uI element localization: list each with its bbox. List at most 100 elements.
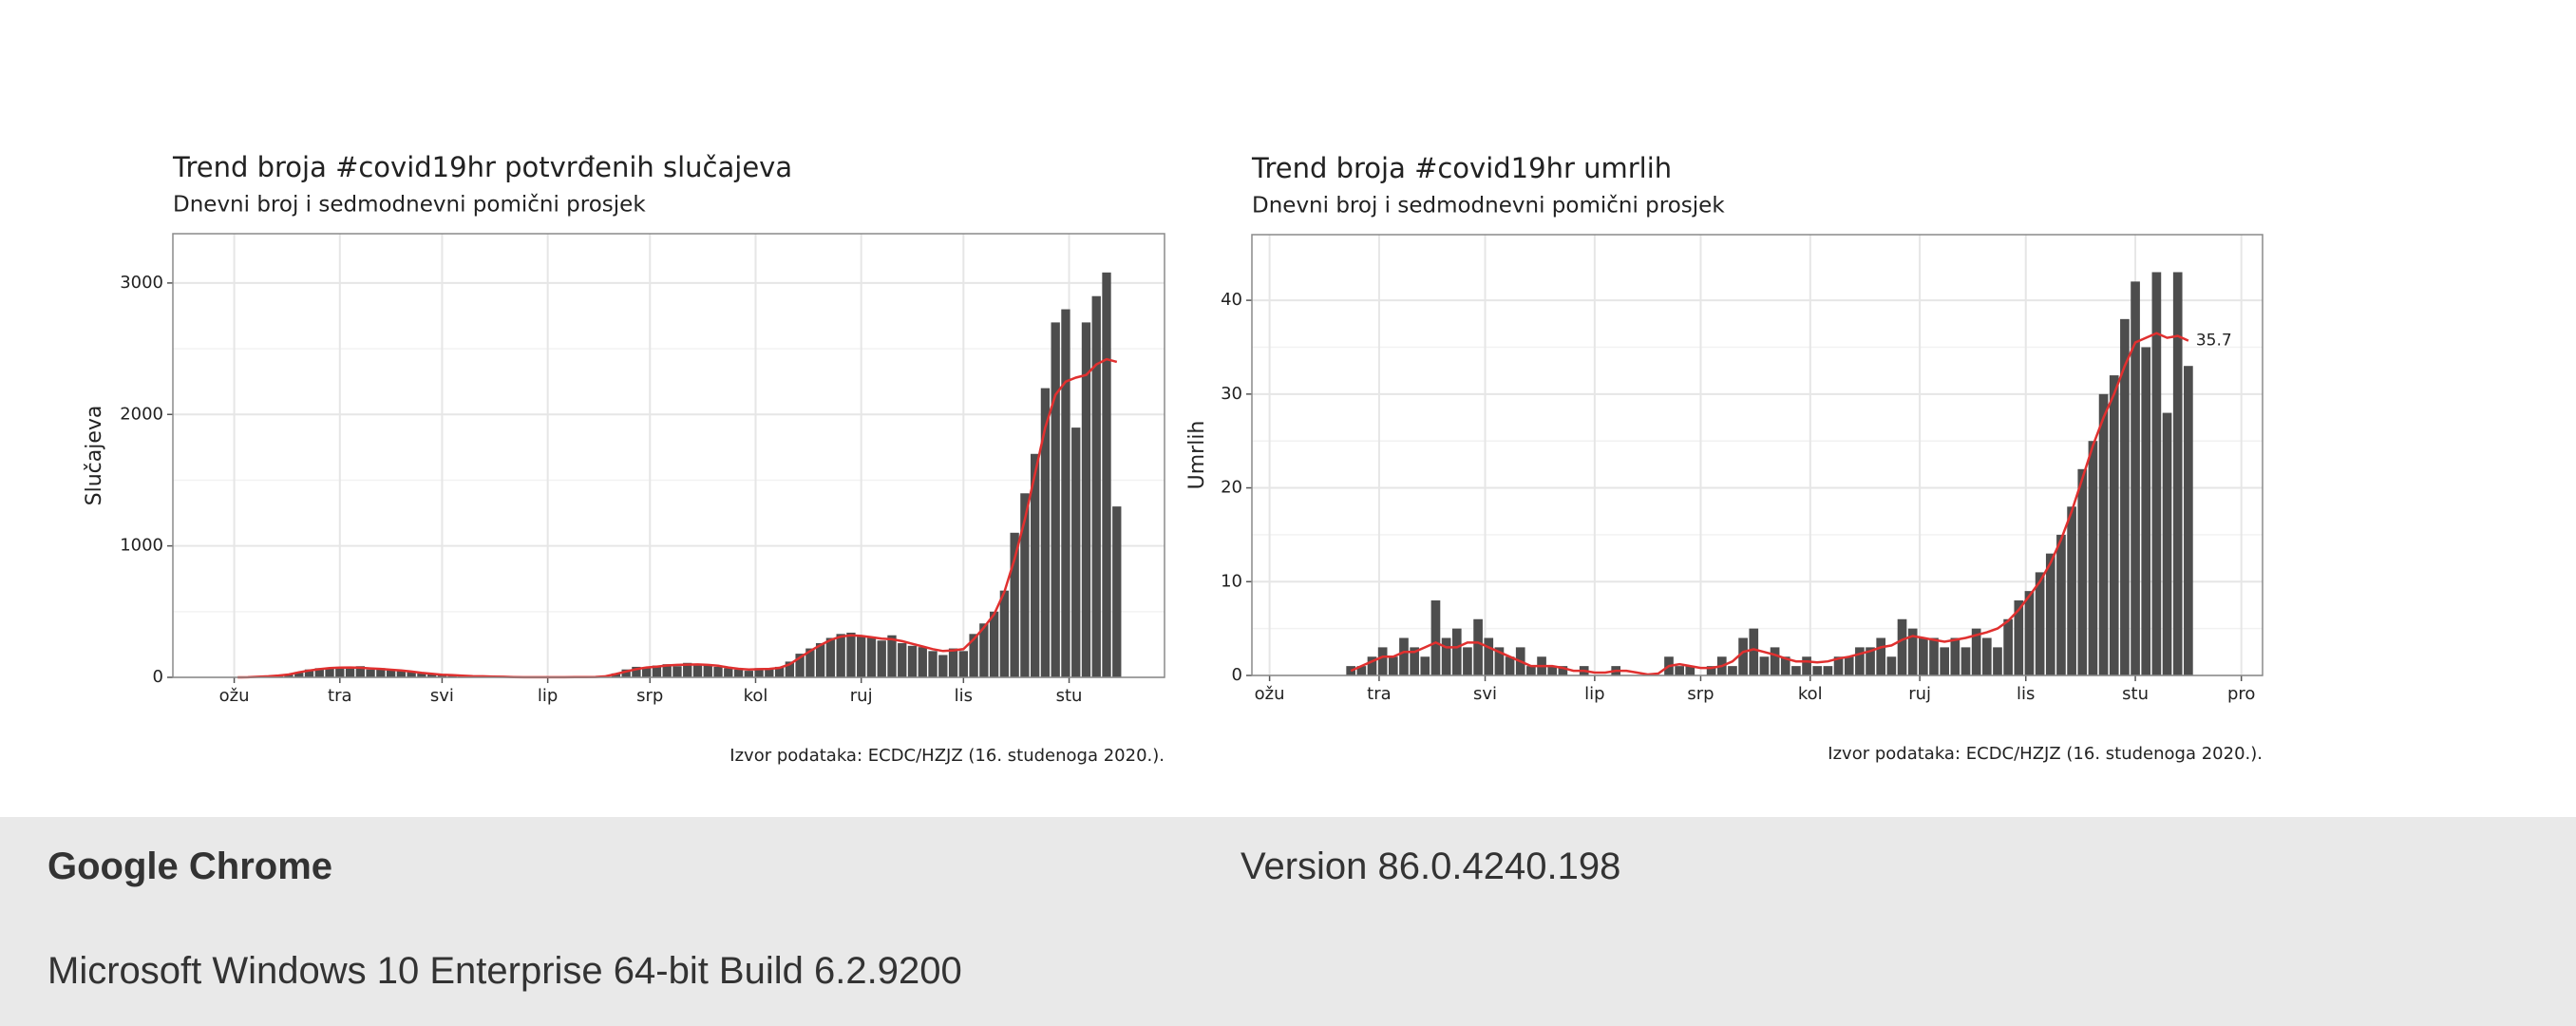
bar	[437, 674, 447, 677]
chart-title: Trend broja #covid19hr potvrđenih slučaj…	[172, 151, 792, 183]
bar	[1040, 388, 1051, 677]
bar	[999, 590, 1010, 677]
bar	[958, 651, 968, 677]
bar	[724, 668, 733, 677]
y-tick-label: 40	[1221, 290, 1242, 310]
bar	[1940, 647, 1950, 675]
bar	[652, 665, 662, 677]
bar	[1971, 628, 1981, 675]
bar	[2056, 534, 2066, 675]
bar	[969, 634, 978, 677]
bar	[918, 647, 927, 677]
bar	[683, 662, 692, 677]
bar	[2172, 272, 2183, 675]
bar	[1102, 272, 1111, 677]
bar	[1993, 647, 2002, 675]
bar	[1812, 666, 1823, 675]
bar	[1388, 656, 1398, 675]
browser-version: Version 86.0.4240.198	[1241, 846, 1621, 887]
bar	[1020, 493, 1030, 677]
bar	[1791, 666, 1801, 675]
bar	[662, 664, 672, 677]
bar	[1802, 656, 1811, 675]
bar	[2184, 366, 2193, 675]
bar	[1844, 656, 1854, 675]
source-note: Izvor podataka: ECDC/HZJZ (16. studenoga…	[729, 746, 1165, 766]
bar	[2151, 272, 2162, 675]
bar	[355, 666, 365, 677]
bar	[417, 673, 426, 677]
bar	[2035, 572, 2045, 675]
bar	[294, 672, 304, 677]
bar	[1010, 532, 1019, 677]
x-tick-label: lis	[2017, 684, 2035, 704]
bar	[948, 648, 958, 677]
y-tick-label: 20	[1221, 478, 1242, 498]
bar	[1823, 666, 1833, 675]
bar	[1866, 647, 1875, 675]
bar	[1526, 666, 1536, 675]
bar	[928, 651, 938, 677]
bar	[2120, 318, 2130, 675]
bar	[407, 672, 416, 677]
bar	[1377, 647, 1388, 675]
moving-average-line	[1350, 332, 2189, 676]
bar	[1031, 453, 1040, 677]
bar	[1833, 656, 1844, 675]
bar	[1463, 647, 1472, 675]
bar	[744, 671, 753, 677]
x-tick-label: stu	[1056, 686, 1083, 706]
os-info: Microsoft Windows 10 Enterprise 64-bit B…	[47, 950, 962, 992]
bar	[2077, 468, 2088, 675]
bar	[1081, 322, 1091, 677]
x-tick-label: tra	[1367, 684, 1392, 704]
bar	[2162, 412, 2172, 675]
bar	[1420, 656, 1430, 675]
y-tick-label: 3000	[120, 273, 163, 293]
bar	[2045, 553, 2055, 675]
bar	[979, 623, 989, 677]
bar	[857, 636, 866, 677]
bar	[754, 668, 764, 677]
bar	[1950, 637, 1960, 675]
bar	[1410, 647, 1419, 675]
bar	[2141, 347, 2151, 675]
x-tick-label: svi	[430, 686, 454, 706]
bar	[1399, 637, 1409, 675]
bar	[703, 664, 712, 677]
bar	[2024, 591, 2035, 675]
bar	[938, 655, 948, 677]
bar	[1929, 637, 1939, 675]
x-tick-label: stu	[2122, 684, 2149, 704]
x-tick-label: ožu	[1255, 684, 1285, 704]
bar	[386, 670, 396, 677]
chart-subtitle: Dnevni broj i sedmodnevni pomični prosje…	[1252, 194, 1725, 218]
chart-title: Trend broja #covid19hr umrlih	[1251, 152, 1672, 184]
bar	[1430, 600, 1441, 675]
bar	[1356, 666, 1367, 675]
x-tick-label: tra	[328, 686, 352, 706]
bar	[672, 666, 682, 677]
y-tick-label: 2000	[120, 404, 163, 424]
panel-border	[172, 233, 1165, 678]
bar	[1441, 637, 1451, 675]
x-tick-label: pro	[2227, 684, 2255, 704]
bar	[376, 668, 386, 677]
bar	[1473, 618, 1483, 675]
bar	[1484, 637, 1494, 675]
bar	[774, 666, 785, 677]
bar	[1886, 656, 1897, 675]
y-axis-label: Umrlih	[1185, 421, 1209, 490]
bar	[733, 669, 744, 677]
bar	[825, 637, 836, 677]
bar	[2109, 375, 2119, 675]
bar	[632, 666, 641, 677]
bar	[1071, 428, 1081, 677]
bar	[1770, 647, 1780, 675]
bar	[795, 654, 805, 677]
x-tick-label: srp	[1687, 684, 1714, 704]
bar	[1780, 656, 1790, 675]
bar	[1728, 666, 1737, 675]
bar	[713, 666, 723, 677]
bar	[345, 668, 355, 677]
